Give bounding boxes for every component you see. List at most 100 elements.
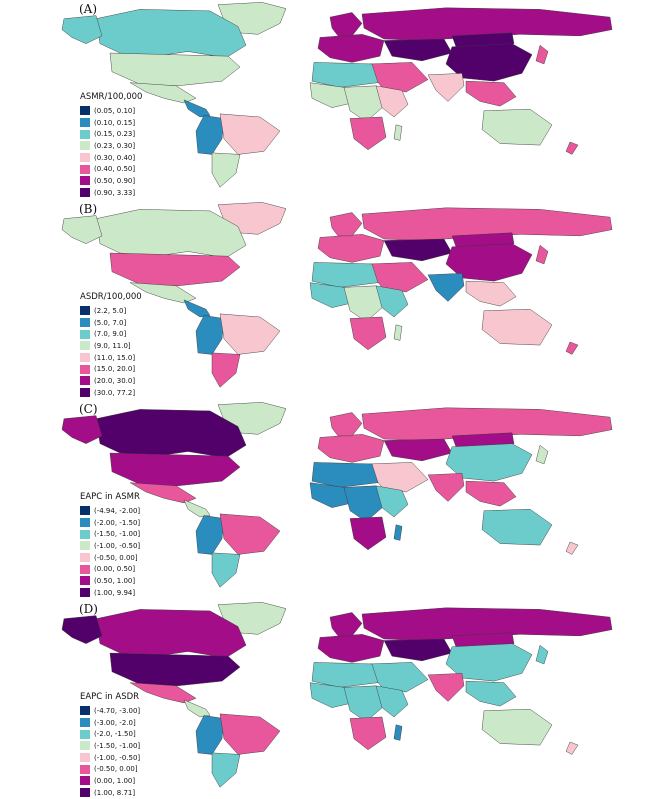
legend-item: (0.50, 1.00]	[80, 575, 140, 587]
region-usa	[109, 52, 241, 86]
legend-label: (0.05, 0.10]	[94, 106, 136, 115]
region-madagascar	[393, 124, 403, 141]
legend-label: (0.30, 0.40]	[94, 153, 136, 162]
region-central-africa	[343, 285, 385, 322]
map-panel-3: (C) EAPC in ASMR (-4.94, -2.00] (-2.00, -1.…	[0, 400, 666, 598]
region-europe	[317, 634, 385, 663]
legend-swatch	[80, 188, 90, 198]
region-southern-cone	[211, 552, 241, 588]
region-brazil	[219, 313, 281, 355]
region-north-africa	[311, 262, 379, 288]
legend-swatch	[80, 106, 90, 116]
region-andes	[195, 315, 225, 355]
map-legend: EAPC in ASMR (-4.94, -2.00] (-2.00, -1.50]…	[80, 492, 140, 599]
legend-swatch	[80, 729, 90, 739]
map-legend: ASMR/100,000 (0.05, 0.10] (0.10, 0.15] (0.1…	[80, 92, 142, 199]
legend-item: (0.90, 3.33]	[80, 187, 142, 199]
legend-item: (11.0, 15.0]	[80, 352, 142, 364]
region-central-asia	[383, 238, 453, 262]
legend-item: (0.10, 0.15]	[80, 117, 142, 129]
region-madagascar	[393, 724, 403, 741]
legend-item: (-1.00, -0.50]	[80, 752, 140, 764]
legend-item: (-0.50, 0.00]	[80, 552, 140, 564]
legend-swatch	[80, 141, 90, 151]
legend-item: (-4.94, -2.00]	[80, 505, 140, 517]
legend-item: (0.23, 0.30]	[80, 140, 142, 152]
legend-label: (7.0, 9.0]	[94, 330, 127, 339]
world-map	[61, 602, 613, 788]
region-east-africa	[375, 85, 409, 118]
legend-item: (5.0, 7.0]	[80, 317, 142, 329]
legend-swatch	[80, 353, 90, 363]
world-map	[61, 202, 613, 388]
legend-label: (-4.70, -3.00]	[94, 706, 141, 715]
region-japan	[535, 245, 549, 265]
region-madagascar	[393, 324, 403, 341]
region-southern-africa	[349, 716, 387, 750]
region-china	[445, 443, 533, 482]
region-brazil	[219, 513, 281, 555]
region-russia	[361, 7, 613, 41]
legend-label: (0.50, 0.90]	[94, 176, 136, 185]
legend-swatch	[80, 529, 90, 539]
region-central-america	[183, 99, 211, 118]
region-australia	[481, 509, 553, 546]
legend-item: (-1.00, -0.50]	[80, 540, 140, 552]
legend-label: (-1.00, -0.50]	[94, 753, 141, 762]
legend-item: (0.30, 0.40]	[80, 152, 142, 164]
region-japan	[535, 445, 549, 465]
legend-item: (1.00, 9.94]	[80, 587, 140, 599]
region-central-asia	[383, 638, 453, 662]
legend-swatch	[80, 788, 90, 798]
legend-label: (20.0, 30.0]	[94, 376, 136, 385]
region-southern-africa	[349, 316, 387, 350]
region-central-asia	[383, 38, 453, 62]
region-new-zealand	[565, 341, 579, 355]
legend-swatch	[80, 376, 90, 386]
legend-item: (15.0, 20.0]	[80, 363, 142, 375]
region-scandinavia	[329, 212, 363, 237]
region-southern-africa	[349, 116, 387, 150]
region-andes	[195, 715, 225, 755]
region-australia	[481, 709, 553, 746]
region-southeast-asia	[465, 280, 517, 307]
legend-label: (0.00, 1.00]	[94, 776, 136, 785]
legend-title: ASDR/100,000	[80, 292, 142, 302]
legend-title: EAPC in ASDR	[80, 692, 140, 702]
legend-swatch	[80, 576, 90, 586]
region-new-zealand	[565, 741, 579, 755]
region-mexico	[129, 282, 197, 304]
legend-label: (-3.00, -2.0]	[94, 718, 136, 727]
legend-swatch	[80, 776, 90, 786]
legend-label: (11.0, 15.0]	[94, 353, 136, 362]
map-legend: ASDR/100,000 (2.2, 5.0] (5.0, 7.0] (7.0, 9.…	[80, 292, 142, 399]
map-panel-2: (B) ASDR/100,000 (2.2, 5.0] (5.0, 7.0] (7.0,…	[0, 200, 666, 398]
legend-swatch	[80, 753, 90, 763]
legend-swatch	[80, 541, 90, 551]
world-map	[61, 402, 613, 588]
legend-swatch	[80, 329, 90, 339]
region-china	[445, 643, 533, 682]
legend-label: (0.10, 0.15]	[94, 118, 136, 127]
region-west-africa	[309, 82, 353, 108]
region-mexico	[129, 682, 197, 704]
region-andes	[195, 515, 225, 555]
legend-item: (-2.00, -1.50]	[80, 517, 140, 529]
legend-label: (5.0, 7.0]	[94, 318, 127, 327]
region-southern-cone	[211, 352, 241, 388]
region-alaska	[61, 15, 103, 44]
legend-label: (-0.50, 0.00]	[94, 765, 138, 774]
legend-swatch	[80, 306, 90, 316]
region-southeast-asia	[465, 80, 517, 107]
legend-swatch	[80, 718, 90, 728]
panel-label: (D)	[79, 602, 98, 616]
legend-swatch	[80, 129, 90, 139]
legend-label: (0.23, 0.30]	[94, 141, 136, 150]
region-southern-africa	[349, 516, 387, 550]
region-brazil	[219, 713, 281, 755]
map-legend: EAPC in ASDR (-4.70, -3.00] (-3.00, -2.0] (…	[80, 692, 140, 799]
legend-swatch	[80, 364, 90, 374]
legend-item: (0.00, 0.50]	[80, 563, 140, 575]
legend-item: (0.50, 0.90]	[80, 175, 142, 187]
